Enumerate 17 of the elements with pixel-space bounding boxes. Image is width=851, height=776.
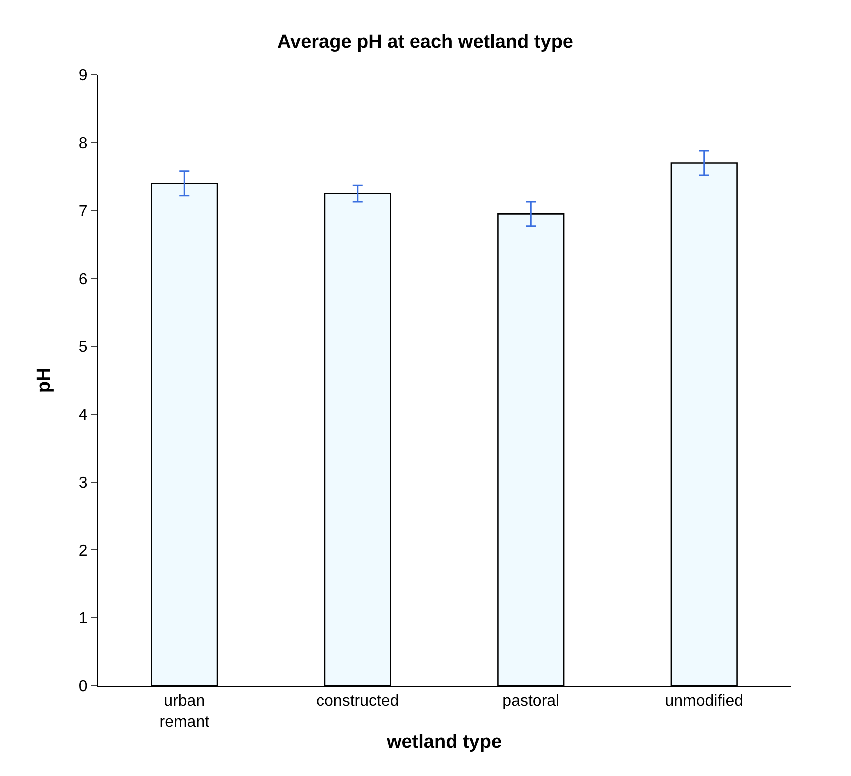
y-tick-label: 3 — [78, 474, 88, 492]
x-tick-label: constructed — [316, 693, 400, 710]
y-tick-label: 6 — [78, 271, 88, 288]
y-tick-label: 0 — [78, 678, 88, 696]
x-tick-label: urban remant — [160, 693, 210, 731]
x-axis-title: wetland type — [386, 732, 502, 753]
chart-title: Average pH at each wetland type — [277, 32, 574, 54]
y-tick-label: 7 — [78, 203, 88, 220]
x-tick-label: pastoral — [502, 693, 560, 710]
y-tick-label: 4 — [78, 407, 88, 424]
y-tick-label: 1 — [78, 610, 88, 628]
y-axis-title: pH — [34, 368, 55, 394]
y-tick-label: 9 — [78, 68, 88, 85]
x-tick-label: unmodified — [665, 693, 744, 710]
y-tick-label: 2 — [78, 542, 88, 560]
y-tick-label: 8 — [78, 135, 88, 152]
y-tick-label: 5 — [78, 339, 88, 356]
